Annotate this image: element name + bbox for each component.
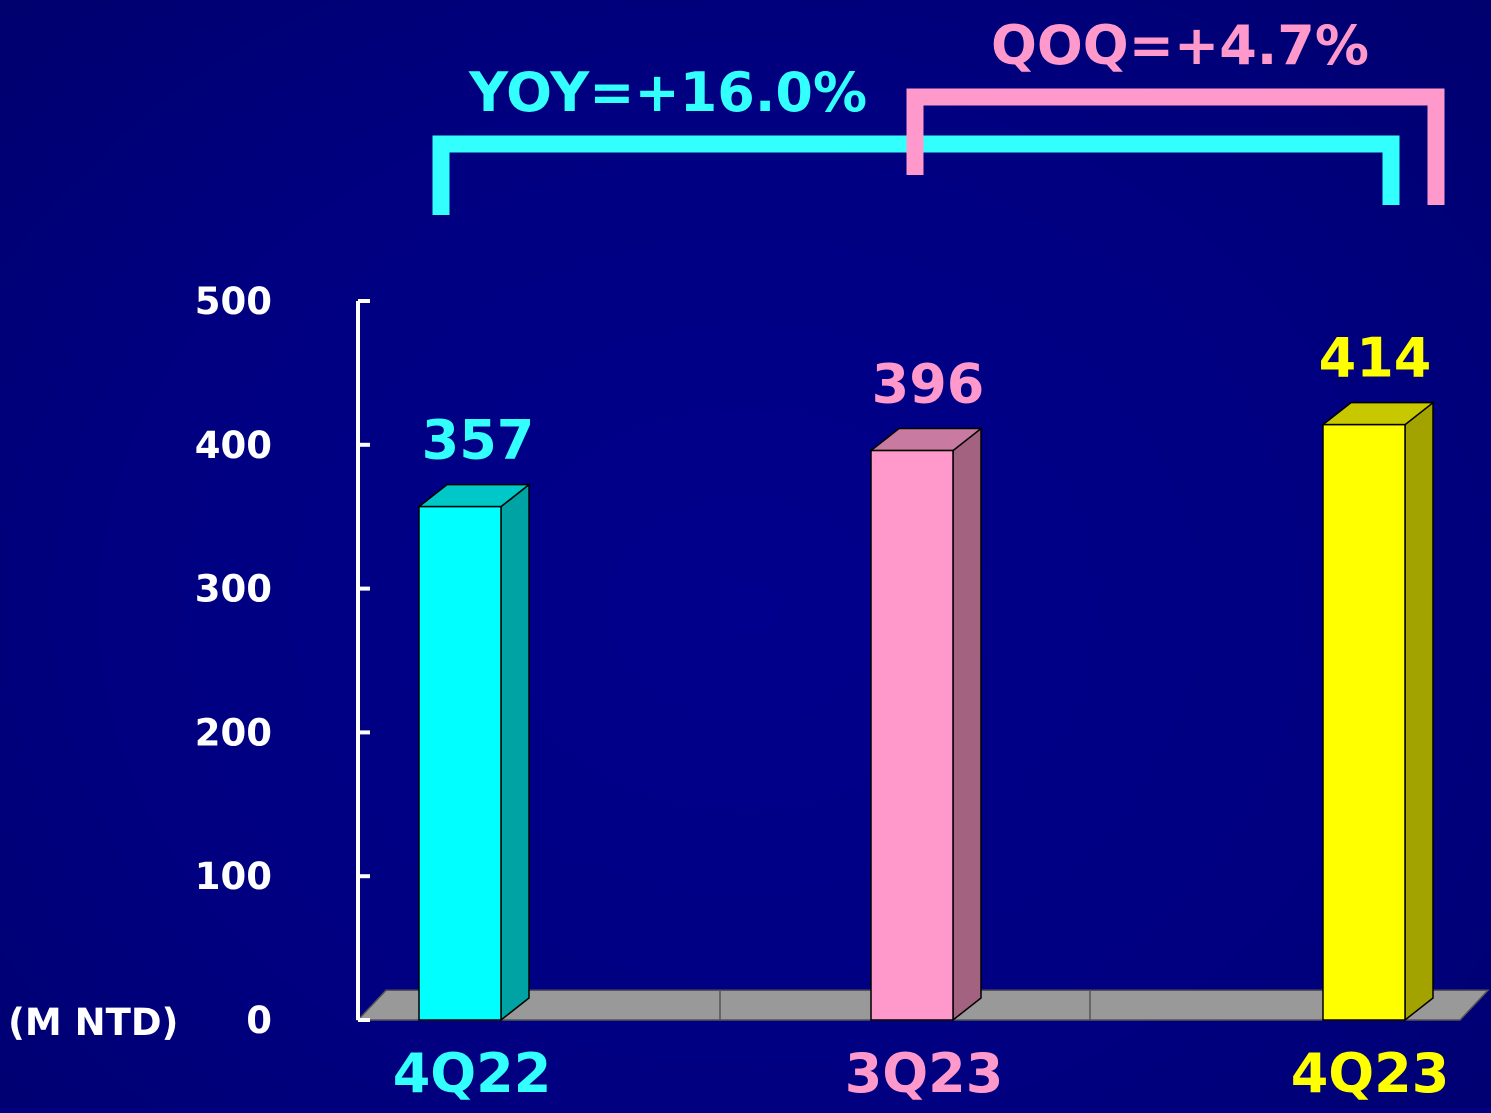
value-label-3q23: 396 bbox=[872, 353, 985, 416]
qoq-bracket bbox=[906, 88, 1445, 205]
bar-3q23 bbox=[868, 427, 984, 1022]
y-tick-label-300: 300 bbox=[195, 568, 272, 611]
y-tick-label-500: 500 bbox=[195, 280, 272, 323]
bar-side-3q23 bbox=[952, 427, 982, 1022]
yoy-label: YOY=+16.0% bbox=[468, 61, 867, 124]
category-label-3q23: 3Q23 bbox=[845, 1042, 1004, 1105]
qoq-label: QOQ=+4.7% bbox=[991, 14, 1369, 77]
y-tick-label-400: 400 bbox=[195, 424, 272, 467]
y-tick-label-100: 100 bbox=[195, 855, 272, 898]
bar-4q22 bbox=[416, 483, 532, 1022]
category-label-4q22: 4Q22 bbox=[393, 1042, 552, 1105]
bar-4q23 bbox=[1320, 401, 1436, 1022]
bar-front-4q23 bbox=[1322, 423, 1406, 1021]
bar-series bbox=[416, 401, 1436, 1022]
bar-side-4q23 bbox=[1404, 401, 1434, 1022]
bar-side-4q22 bbox=[500, 483, 530, 1022]
y-tick-label-200: 200 bbox=[195, 711, 272, 754]
chart-labels: 357 4Q22 396 3Q23 414 4Q23 bbox=[393, 327, 1450, 1105]
bar-front-4q22 bbox=[418, 505, 502, 1021]
y-axis: 0 100 200 300 400 500 (M NTD) bbox=[8, 280, 370, 1044]
y-tick-label-0: 0 bbox=[246, 999, 272, 1042]
growth-annotations: YOY=+16.0% QOQ=+4.7% bbox=[432, 14, 1445, 215]
category-label-4q23: 4Q23 bbox=[1291, 1042, 1450, 1105]
bar-front-3q23 bbox=[870, 449, 954, 1021]
value-label-4q23: 414 bbox=[1319, 327, 1432, 390]
qoq-annotation: QOQ=+4.7% bbox=[906, 14, 1445, 205]
y-unit-label: (M NTD) bbox=[8, 1001, 178, 1044]
value-label-4q22: 357 bbox=[422, 409, 535, 472]
